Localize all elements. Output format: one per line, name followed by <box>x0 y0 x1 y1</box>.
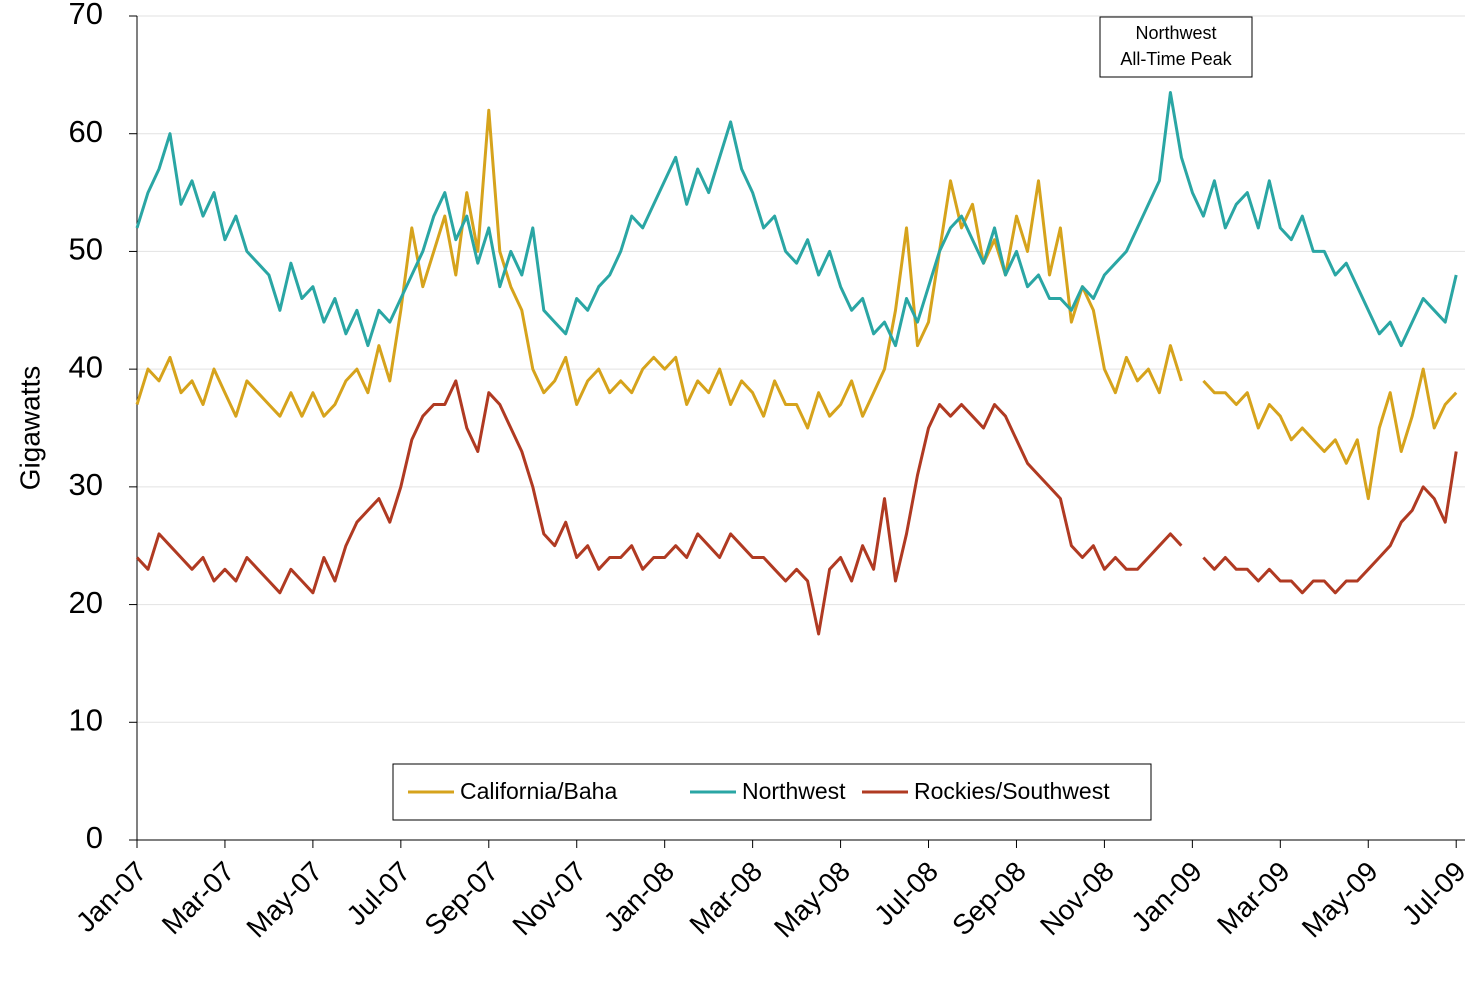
x-tick-label: Jul-09 <box>1396 856 1468 932</box>
x-tick-label: Sep-07 <box>418 856 504 942</box>
x-tick-label: Nov-07 <box>506 856 592 942</box>
y-axis-label: Gigawatts <box>14 366 45 491</box>
legend-label: Rockies/Southwest <box>914 778 1110 804</box>
x-tick-label: May-07 <box>240 856 328 944</box>
annotation: Northwest All-Time Peak <box>1099 16 1253 78</box>
y-tick-label: 10 <box>69 702 103 737</box>
legend: California/Baha Northwest Rockies/Southwes… <box>392 763 1152 821</box>
x-tick-label: Jan-07 <box>70 856 152 938</box>
series-line <box>135 379 1458 636</box>
y-tick-label: 0 <box>86 820 103 855</box>
legend-label: California/Baha <box>460 778 617 804</box>
x-tick-label: Jan-08 <box>598 856 680 938</box>
y-tick-label: 50 <box>69 232 103 267</box>
x-tick-label: Sep-08 <box>946 856 1032 942</box>
series-line <box>135 91 1458 348</box>
y-tick-label: 30 <box>69 467 103 502</box>
x-tick-label: Mar-09 <box>1211 856 1296 941</box>
annotation-text: Northwest <box>1135 23 1216 43</box>
y-tick-label: 70 <box>69 0 103 31</box>
x-tick-label: Jul-07 <box>340 856 416 932</box>
annotation-text: All-Time Peak <box>1120 49 1232 69</box>
x-tick-label: May-09 <box>1296 856 1384 944</box>
x-tick-label: Mar-08 <box>683 856 768 941</box>
annotation-box <box>1099 16 1253 78</box>
y-tick-label: 20 <box>69 585 103 620</box>
x-tick-label: May-08 <box>768 856 856 944</box>
legend-label: Northwest <box>742 778 846 804</box>
y-tick-label: 40 <box>69 349 103 384</box>
legend-box <box>392 763 1152 821</box>
y-tick-label: 60 <box>69 114 103 149</box>
series-line <box>135 108 1458 501</box>
x-tick-label: Jul-08 <box>868 856 944 932</box>
x-tick-label: Jan-09 <box>1125 856 1207 938</box>
x-tick-label: Mar-07 <box>156 856 241 941</box>
x-tick-label: Nov-08 <box>1034 856 1120 942</box>
